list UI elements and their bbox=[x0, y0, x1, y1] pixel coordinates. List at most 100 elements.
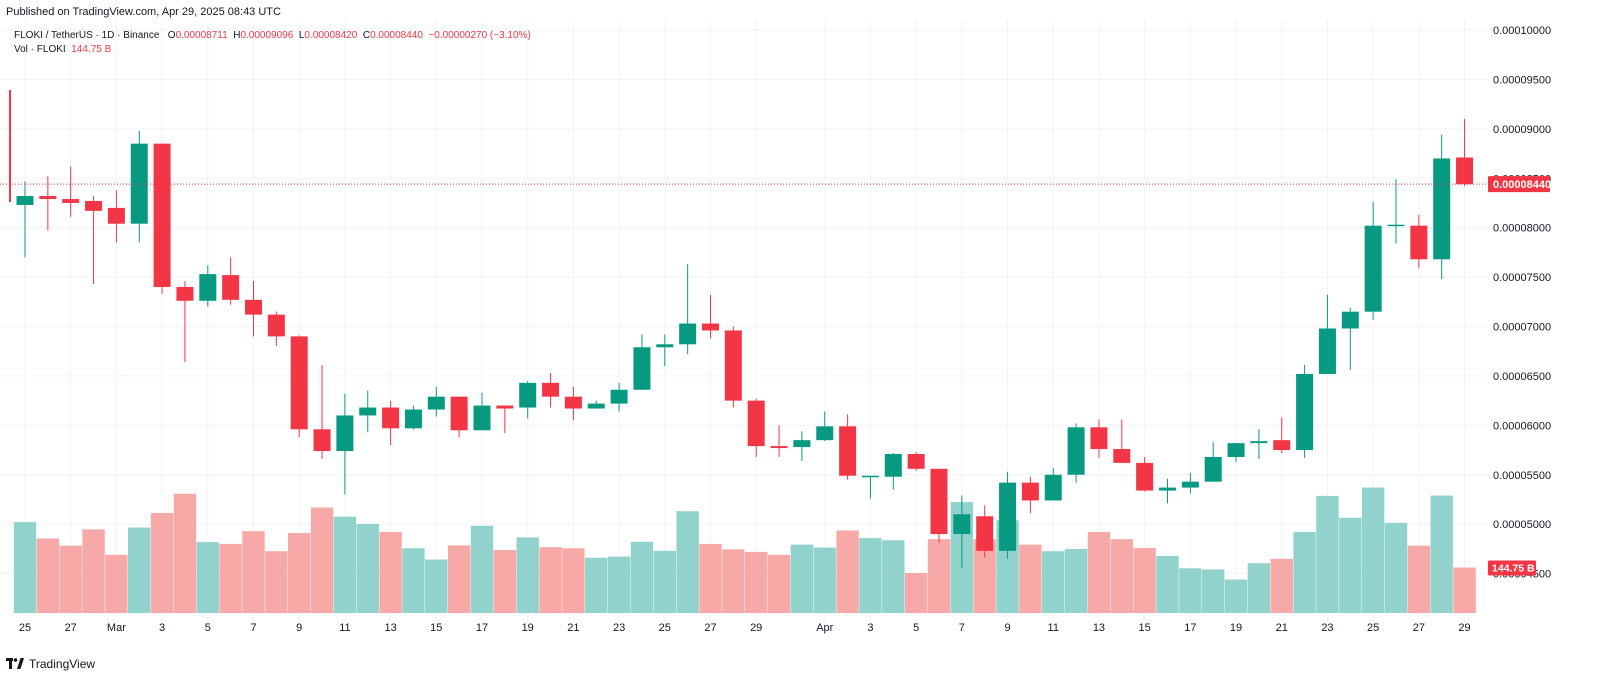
candle-body bbox=[1113, 449, 1131, 463]
candle-body bbox=[656, 344, 674, 348]
brand-name: TradingView bbox=[29, 657, 96, 671]
volume-tag-label: 144.75 B bbox=[1492, 563, 1535, 575]
tradingview-brand[interactable]: TradingView bbox=[6, 657, 95, 671]
candle-body bbox=[336, 415, 354, 452]
volume-bar bbox=[1270, 558, 1293, 613]
volume-bar bbox=[585, 557, 608, 613]
volume-bar bbox=[1064, 549, 1088, 613]
candle-body bbox=[884, 453, 902, 477]
time-tick-label: 27 bbox=[1413, 622, 1425, 634]
volume-bar bbox=[653, 550, 676, 613]
volume-bar bbox=[13, 522, 37, 613]
candle-body bbox=[747, 400, 765, 447]
candle-body bbox=[16, 196, 34, 205]
volume-label[interactable]: Vol · FLOKI bbox=[14, 44, 66, 55]
candle-body bbox=[1136, 462, 1154, 491]
time-axis[interactable]: 25 27 Mar 3 5 7 9 11 13 15 17 19 21 23 25 27 29 Apr 3 5 7 9 11… bbox=[19, 622, 1471, 634]
candle-body bbox=[85, 200, 103, 211]
volume-bar bbox=[150, 513, 174, 613]
volume-bar bbox=[356, 523, 379, 613]
candle-body bbox=[1067, 427, 1085, 475]
candle-body bbox=[1250, 441, 1268, 444]
time-tick-label: 13 bbox=[1093, 622, 1105, 634]
candle-body bbox=[564, 396, 582, 409]
volume-bar bbox=[1430, 495, 1453, 613]
time-tick-label: Apr bbox=[816, 622, 833, 634]
volume-bar bbox=[379, 531, 402, 613]
time-tick-label: 7 bbox=[959, 622, 965, 634]
volume-bar bbox=[333, 516, 357, 613]
price-tick-label: 0.00007500 bbox=[1493, 272, 1551, 284]
volume-bar bbox=[1316, 495, 1339, 613]
candle-body bbox=[816, 426, 834, 441]
time-tick-label: 29 bbox=[1458, 622, 1470, 634]
candle-body bbox=[1021, 482, 1039, 501]
time-tick-label: Mar bbox=[107, 622, 126, 634]
volume-bar bbox=[105, 554, 128, 613]
candle-body bbox=[770, 446, 788, 449]
volume-bar bbox=[1179, 568, 1202, 613]
volume-bar bbox=[699, 543, 722, 613]
volume-bars bbox=[13, 487, 1476, 613]
time-tick-label: 13 bbox=[384, 622, 396, 634]
candle-body bbox=[839, 426, 857, 476]
price-tick-label: 0.00008000 bbox=[1493, 223, 1551, 235]
candle-body bbox=[1181, 481, 1199, 488]
time-tick-label: 27 bbox=[65, 622, 77, 634]
candle-body bbox=[953, 514, 971, 535]
volume-bar bbox=[310, 507, 334, 613]
volume-bar bbox=[562, 548, 585, 613]
price-tick-label: 0.00007000 bbox=[1493, 322, 1551, 334]
time-tick-label: 3 bbox=[867, 622, 873, 634]
volume-bar bbox=[82, 529, 105, 613]
candle-body bbox=[519, 382, 537, 408]
time-tick-label: 17 bbox=[1184, 622, 1196, 634]
candle-body bbox=[1159, 487, 1176, 491]
candle-body bbox=[1204, 456, 1222, 482]
last-price-tag-label: 0.00008440 bbox=[1493, 179, 1551, 191]
price-chart[interactable]: 0.000100000.000095000.000090000.00008500… bbox=[0, 20, 1600, 640]
time-tick-label: 9 bbox=[1004, 622, 1010, 634]
candle-body bbox=[130, 143, 148, 224]
price-tick-label: 0.00006000 bbox=[1493, 420, 1551, 432]
price-tick-label: 0.00009000 bbox=[1493, 124, 1551, 136]
volume-bar bbox=[630, 541, 654, 613]
candle-body bbox=[107, 207, 125, 224]
volume-bar bbox=[447, 545, 471, 613]
time-tick-label: 23 bbox=[1321, 622, 1333, 634]
legend-volume-row: Vol · FLOKI 144.75 B bbox=[14, 43, 531, 57]
volume-bar bbox=[767, 554, 791, 613]
candle-body bbox=[1341, 311, 1359, 329]
price-axis[interactable]: 0.000100000.000095000.000090000.00008500… bbox=[1488, 25, 1551, 581]
volume-bar bbox=[927, 539, 951, 613]
time-tick-label: 11 bbox=[339, 622, 350, 634]
candle-body bbox=[473, 405, 491, 431]
symbol-label[interactable]: FLOKI / TetherUS · 1D · Binance bbox=[14, 30, 160, 41]
candle-body bbox=[1090, 427, 1108, 450]
volume-bar bbox=[1384, 522, 1408, 613]
time-tick-label: 21 bbox=[1276, 622, 1288, 634]
low-label: L bbox=[298, 30, 305, 41]
volume-bar bbox=[1087, 531, 1111, 613]
time-tick-label: 25 bbox=[1367, 622, 1379, 634]
candle-body bbox=[1318, 328, 1336, 374]
candle-body bbox=[587, 403, 605, 409]
volume-bar bbox=[813, 547, 836, 613]
volume-bar bbox=[265, 551, 288, 613]
time-tick-label: 25 bbox=[659, 622, 671, 634]
time-tick-label: 7 bbox=[250, 622, 256, 634]
candlesticks bbox=[16, 118, 1474, 568]
candle-body bbox=[290, 336, 308, 430]
edge-marker bbox=[9, 90, 11, 202]
price-tick-label: 0.00005500 bbox=[1493, 470, 1551, 482]
high-label: H bbox=[233, 30, 241, 41]
candle-body bbox=[724, 330, 742, 401]
volume-bar bbox=[128, 527, 151, 613]
last-price-tag bbox=[1488, 176, 1550, 193]
close-label: C bbox=[362, 30, 371, 41]
candle-body bbox=[267, 314, 285, 337]
candle-body bbox=[1433, 158, 1451, 260]
volume-bar bbox=[836, 530, 859, 613]
candle-body bbox=[930, 468, 948, 535]
volume-bar bbox=[219, 543, 242, 613]
